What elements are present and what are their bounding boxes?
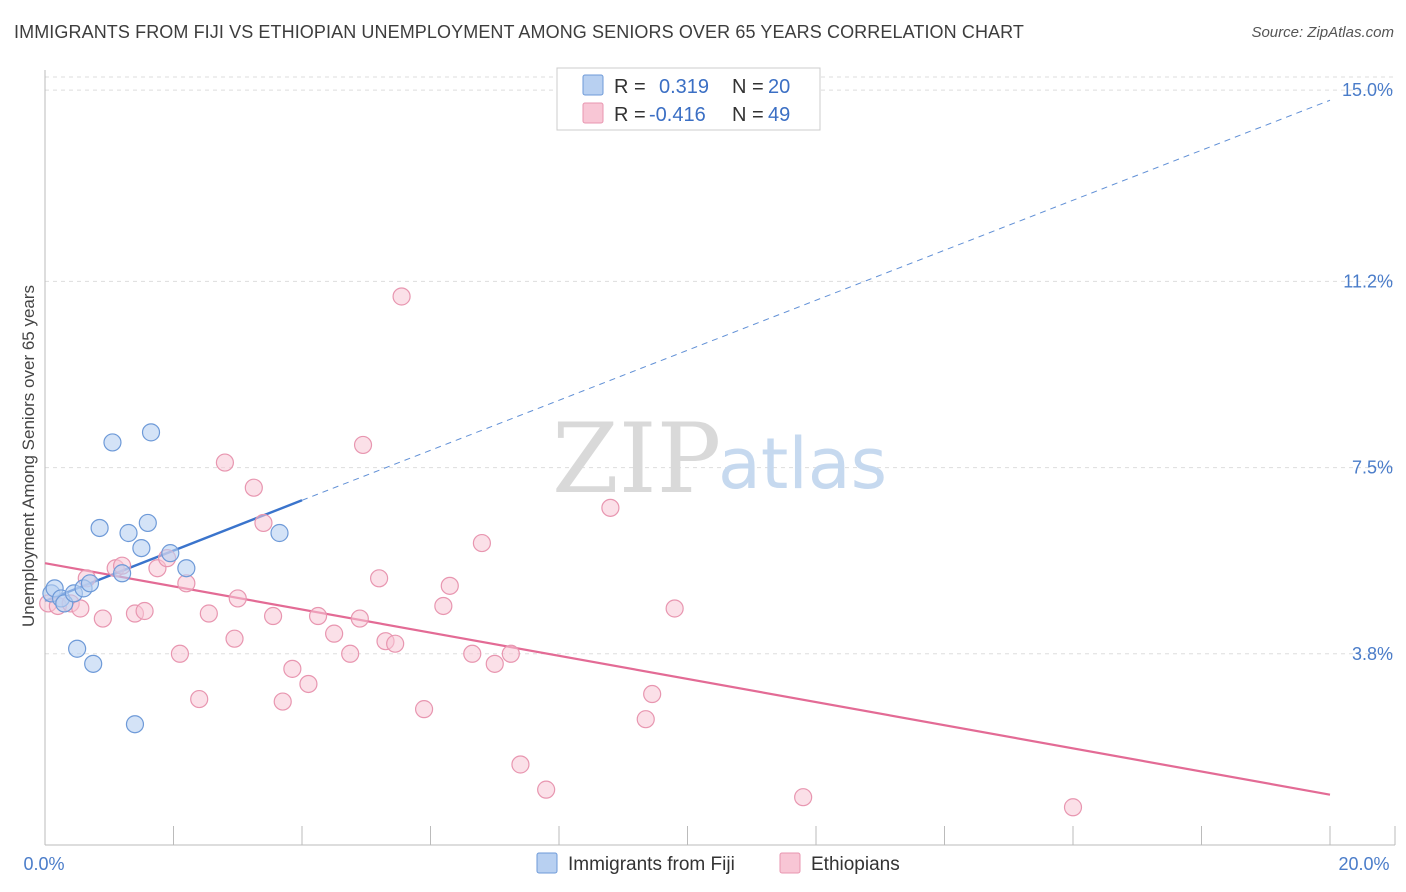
ethiopians-point bbox=[244, 478, 263, 497]
y-tick-labels: 3.8% 7.5% 11.2% 15.0% bbox=[1342, 80, 1393, 664]
ethiopians-point bbox=[350, 609, 369, 628]
ethiopians-point bbox=[353, 435, 373, 455]
y-tick-label: 7.5% bbox=[1352, 458, 1393, 478]
ethiopians-point bbox=[485, 654, 504, 673]
ethiopians-point bbox=[177, 574, 196, 593]
ethiopians-point bbox=[93, 609, 112, 628]
fiji-point bbox=[103, 433, 122, 452]
ethiopians-point bbox=[1063, 798, 1083, 817]
fiji-point bbox=[68, 639, 87, 658]
ethiopians-point bbox=[254, 513, 273, 533]
ethiopians-point bbox=[263, 606, 283, 626]
ethiopians-point bbox=[71, 599, 90, 618]
ethiopians-point bbox=[170, 644, 190, 663]
legend-swatch-fiji bbox=[582, 74, 604, 96]
y-tick-label: 3.8% bbox=[1352, 644, 1393, 664]
bottom-legend-swatch-fiji bbox=[536, 852, 558, 874]
fiji-point bbox=[80, 574, 100, 593]
ethiopians-point bbox=[434, 596, 453, 616]
watermark-atlas: atlas bbox=[718, 423, 887, 505]
correlation-legend: R = 0.319 N = 20 R = -0.416 N = 49 bbox=[556, 67, 821, 131]
y-tick-label: 15.0% bbox=[1342, 80, 1393, 100]
ethiopians-point bbox=[190, 689, 209, 709]
series-legend: Immigrants from Fiji Ethiopians bbox=[536, 852, 900, 875]
fiji-point bbox=[125, 715, 145, 734]
fiji-point bbox=[84, 654, 103, 673]
fiji-point bbox=[90, 518, 109, 538]
legend-r-label-fiji: R = bbox=[614, 76, 646, 98]
x-tick-label-max: 20.0% bbox=[1338, 854, 1389, 874]
ethiopians-point bbox=[299, 674, 318, 694]
fiji-point bbox=[119, 523, 138, 543]
ethiopians-point bbox=[215, 453, 234, 472]
legend-n-label-ethiopians: N = bbox=[732, 104, 764, 126]
ethiopians-point bbox=[440, 576, 459, 595]
ethiopians-point bbox=[308, 606, 328, 626]
ethiopians-point bbox=[283, 659, 302, 678]
bottom-legend-label-fiji: Immigrants from Fiji bbox=[568, 854, 735, 875]
x-tick-label-min: 0.0% bbox=[23, 854, 64, 874]
source-label: Source: ZipAtlas.com bbox=[1251, 24, 1394, 41]
chart-title: IMMIGRANTS FROM FIJI VS ETHIOPIAN UNEMPL… bbox=[14, 22, 1025, 42]
ethiopians-point bbox=[225, 629, 244, 648]
bottom-legend-label-ethiopians: Ethiopians bbox=[811, 854, 900, 875]
ethiopians-point bbox=[511, 755, 530, 774]
fiji-point bbox=[141, 423, 161, 442]
fiji-point bbox=[270, 523, 289, 543]
legend-n-label-fiji: N = bbox=[732, 76, 764, 98]
fiji-trend-line-projection bbox=[301, 99, 1331, 501]
fiji-point bbox=[132, 538, 151, 558]
ethiopians-point bbox=[325, 624, 344, 643]
fiji-point bbox=[112, 564, 132, 583]
ethiopians-point bbox=[463, 644, 482, 663]
ethiopians-point bbox=[199, 604, 218, 623]
ethiopians-points bbox=[39, 287, 1083, 817]
ethiopians-point bbox=[228, 589, 247, 608]
legend-swatch-ethiopians bbox=[582, 102, 604, 124]
ethiopians-trend-line bbox=[44, 562, 1331, 796]
legend-r-label-ethiopians: R = bbox=[614, 104, 646, 126]
ethiopians-point bbox=[537, 780, 556, 799]
ethiopians-point bbox=[386, 634, 405, 653]
fiji-point bbox=[177, 559, 196, 578]
y-axis-title: Unemployment Among Seniors over 65 years bbox=[19, 285, 38, 627]
ethiopians-point bbox=[370, 569, 389, 588]
ethiopians-point bbox=[794, 788, 813, 807]
legend-n-value-fiji: 20 bbox=[768, 76, 790, 98]
ethiopians-point bbox=[341, 644, 360, 663]
x-axis-ticks bbox=[44, 826, 1396, 845]
ethiopians-point bbox=[636, 710, 655, 729]
watermark-zip: ZIP bbox=[552, 403, 721, 515]
ethiopians-point bbox=[665, 599, 684, 618]
grid-lines bbox=[45, 76, 1395, 655]
bottom-legend-swatch-ethiopians bbox=[779, 852, 801, 874]
fiji-points bbox=[42, 423, 289, 734]
fiji-point bbox=[161, 544, 180, 563]
ethiopians-point bbox=[273, 692, 292, 711]
legend-r-value-ethiopians: -0.416 bbox=[649, 104, 706, 126]
ethiopians-point bbox=[392, 287, 411, 306]
ethiopians-point bbox=[472, 533, 491, 553]
legend-r-value-fiji: 0.319 bbox=[659, 76, 709, 98]
ethiopians-point bbox=[643, 684, 662, 704]
ethiopians-point bbox=[501, 644, 520, 663]
ethiopians-point bbox=[601, 498, 620, 517]
legend-n-value-ethiopians: 49 bbox=[768, 104, 790, 126]
y-tick-label: 11.2% bbox=[1343, 271, 1393, 291]
fiji-point bbox=[138, 513, 157, 533]
ethiopians-point bbox=[414, 700, 434, 719]
ethiopians-point bbox=[135, 601, 154, 621]
